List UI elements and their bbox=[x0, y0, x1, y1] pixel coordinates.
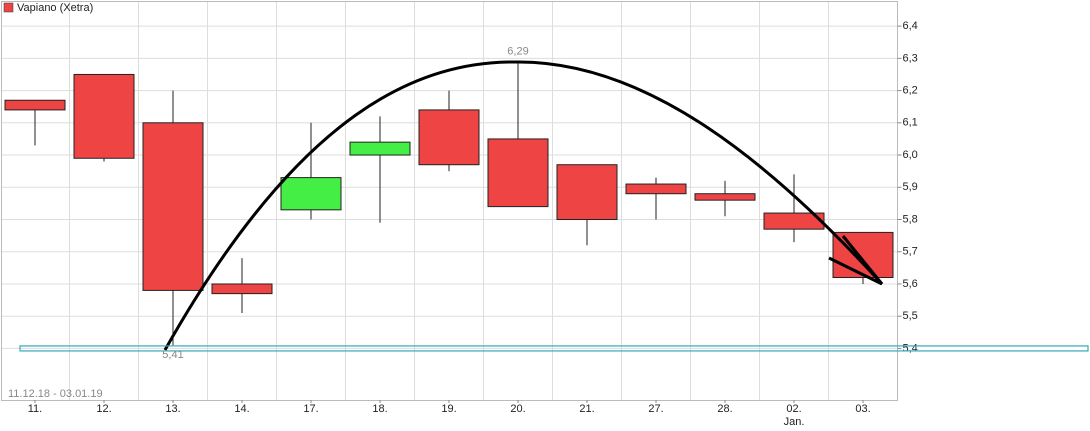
plot-frame bbox=[1, 1, 898, 401]
x-tick-label: 13. bbox=[165, 403, 180, 415]
x-tick-label: 02. bbox=[786, 403, 801, 415]
x-tick-label: 14. bbox=[234, 403, 249, 415]
y-tick-label: 5,6 bbox=[903, 278, 918, 290]
date-range: 11.12.18 - 03.01.19 bbox=[8, 388, 103, 400]
x-tick-label: 12. bbox=[96, 403, 111, 415]
arrow-head bbox=[828, 256, 883, 286]
y-tick-label: 5,4 bbox=[903, 342, 918, 354]
x-tick-label: 21. bbox=[579, 403, 594, 415]
candle-body bbox=[349, 141, 411, 156]
low-annotation: 5,41 bbox=[162, 349, 183, 361]
support-line bbox=[19, 345, 1089, 352]
candle-body bbox=[763, 212, 825, 230]
y-tick-label: 5,5 bbox=[903, 310, 918, 322]
y-tick-label: 6,0 bbox=[903, 149, 918, 161]
y-tick-label: 5,9 bbox=[903, 181, 918, 193]
candle-body bbox=[280, 177, 342, 211]
x-tick-label: 18. bbox=[372, 403, 387, 415]
y-tick-label: 6,4 bbox=[903, 20, 918, 32]
candle-body bbox=[211, 283, 273, 295]
arrow-head bbox=[841, 235, 884, 285]
x-tick-label: 28. bbox=[717, 403, 732, 415]
x-tick-label: 03. bbox=[855, 403, 870, 415]
candle-body bbox=[73, 73, 135, 159]
marks bbox=[4, 61, 894, 346]
candle-body bbox=[832, 231, 894, 279]
x-tick-label: 19. bbox=[441, 403, 456, 415]
x-tick-label: 20. bbox=[510, 403, 525, 415]
candle-body bbox=[556, 164, 618, 221]
y-tick-label: 6,1 bbox=[903, 117, 918, 129]
x-tick-label: 11. bbox=[28, 403, 42, 415]
high-annotation: 6,29 bbox=[507, 45, 528, 57]
candle-body bbox=[625, 183, 687, 195]
legend-label: Vapiano (Xetra) bbox=[17, 2, 93, 14]
legend-swatch bbox=[3, 2, 14, 13]
y-tick-label: 5,8 bbox=[903, 213, 918, 225]
x-tick-label: 17. bbox=[303, 403, 318, 415]
candle-body bbox=[694, 193, 756, 201]
y-tick-label: 6,2 bbox=[903, 84, 918, 96]
y-tick-label: 6,3 bbox=[903, 52, 918, 64]
y-tick-label: 5,7 bbox=[903, 246, 918, 258]
x-sublabel: Jan. bbox=[784, 416, 805, 428]
x-tick-label: 27. bbox=[648, 403, 663, 415]
trend-curve bbox=[163, 60, 884, 351]
candle-body bbox=[142, 122, 204, 291]
candle-body bbox=[4, 99, 66, 111]
grid bbox=[2, 2, 898, 400]
candle-body bbox=[487, 138, 549, 208]
candle-body bbox=[418, 109, 480, 166]
